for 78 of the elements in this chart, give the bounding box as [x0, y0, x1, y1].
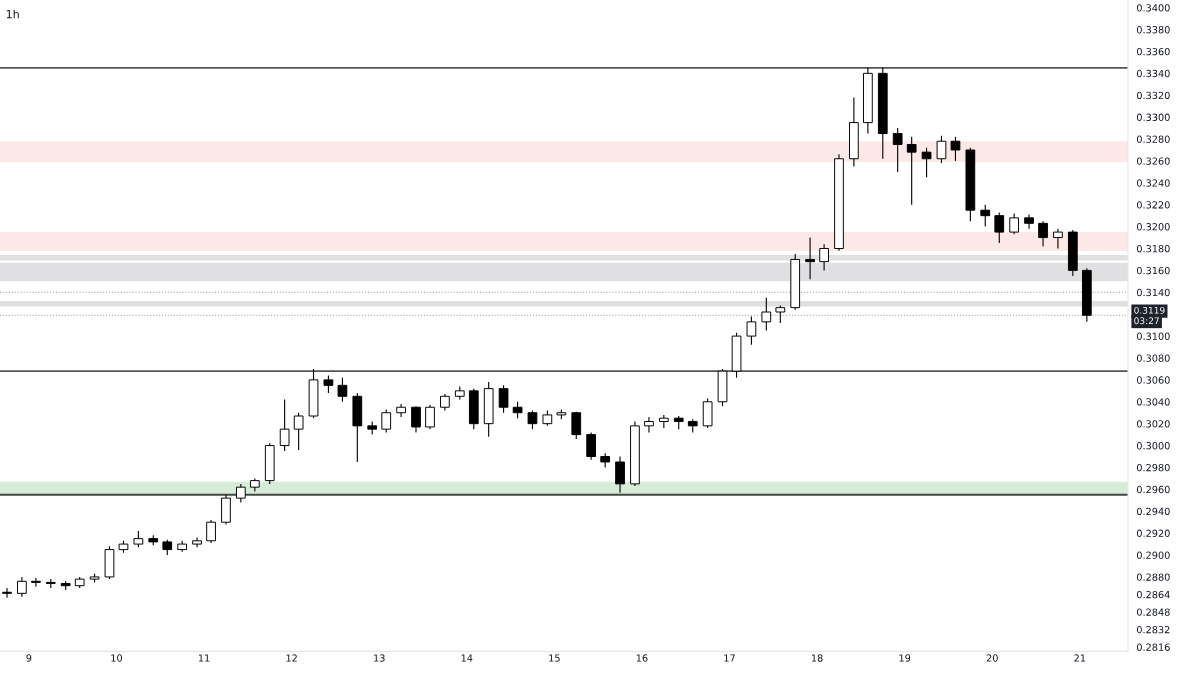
- y-tick-label: 0.2980: [1136, 463, 1170, 472]
- candlestick: [571, 411, 582, 440]
- candlestick: [644, 416, 654, 433]
- candlestick: [381, 408, 392, 433]
- candlestick: [892, 127, 903, 173]
- x-tick-label: 20: [986, 654, 998, 662]
- y-tick-label: 0.3100: [1136, 332, 1170, 340]
- candlestick: [279, 399, 290, 452]
- y-tick-label: 0.3220: [1136, 201, 1170, 209]
- x-tick-label: 19: [899, 654, 911, 662]
- candlestick: [337, 377, 348, 403]
- y-tick-label: 0.2832: [1136, 625, 1170, 634]
- candlestick: [615, 455, 625, 494]
- ref-line-label: 0.3119: [1134, 306, 1165, 314]
- y-tick-label: 0.3320: [1136, 91, 1170, 100]
- y-tick-label: 0.3380: [1136, 26, 1170, 34]
- x-tick-label: 18: [811, 654, 823, 662]
- candlestick: [921, 147, 932, 178]
- candlestick: [396, 403, 406, 418]
- x-tick-label: 13: [374, 654, 385, 662]
- y-tick-label: 0.3340: [1136, 69, 1170, 78]
- y-tick-label: 0.3060: [1136, 376, 1170, 384]
- y-tick-label: 0.3180: [1136, 244, 1170, 253]
- y-tick-label: 0.3300: [1136, 113, 1170, 121]
- y-tick-label: 0.2880: [1136, 573, 1170, 581]
- candlestick: [31, 577, 41, 588]
- candlestick: [1009, 212, 1020, 235]
- x-tick-label: 16: [636, 654, 648, 662]
- x-tick-label: 15: [549, 654, 560, 662]
- candlestick: [980, 204, 991, 228]
- text: 03:27: [1134, 317, 1159, 325]
- x-tick-label: 9: [26, 654, 32, 662]
- candlestick: [498, 384, 509, 414]
- y-tick-label: 0.3280: [1136, 135, 1170, 143]
- candlestick: [994, 211, 1005, 244]
- candlestick: [206, 519, 216, 544]
- candlestick: [805, 237, 815, 280]
- y-tick-label: 0.2940: [1136, 507, 1170, 516]
- candlestick: [586, 431, 597, 461]
- y-tick-label: 0.3020: [1136, 420, 1170, 428]
- x-tick-label: 17: [724, 654, 735, 662]
- y-tick-label: 0.3240: [1136, 179, 1170, 187]
- x-tick-label: 11: [198, 654, 210, 662]
- candlestick: [425, 404, 435, 430]
- candlestick: [746, 315, 757, 346]
- y-tick-label: 0.2816: [1136, 643, 1170, 651]
- candlestick: [906, 136, 917, 206]
- y-tick-label: 0.2848: [1136, 608, 1170, 616]
- y-tick-label: 0.3080: [1136, 354, 1170, 362]
- candlestick: [819, 243, 829, 271]
- candlestick: [936, 135, 947, 164]
- candlestick: [293, 412, 304, 451]
- candlestick: [411, 405, 421, 433]
- y-tick-label: 0.2920: [1136, 529, 1170, 537]
- candlestick: [761, 297, 772, 332]
- y-tick-label: 0.3040: [1136, 398, 1170, 406]
- candlestick: [950, 136, 961, 162]
- y-tick-label: 0.3260: [1136, 157, 1170, 165]
- y-tick-label: 0.3360: [1136, 47, 1170, 56]
- y-tick-label: 0.3000: [1136, 442, 1170, 450]
- y-tick-label: 0.3140: [1136, 288, 1170, 297]
- x-tick-label: 10: [111, 654, 123, 662]
- x-tick-label: 21: [1074, 654, 1086, 662]
- candlestick: [235, 483, 246, 504]
- y-tick-label: 0.2900: [1136, 551, 1170, 559]
- y-tick-label: 0.3160: [1136, 266, 1170, 275]
- candlestick: [2, 587, 12, 599]
- y-tick-label: 0.3400: [1136, 4, 1170, 12]
- y-tick-label: 0.2864: [1136, 590, 1170, 599]
- y-tick-label: 0.3200: [1136, 223, 1170, 231]
- candlestick: [1038, 220, 1048, 247]
- text: 1h: [6, 9, 19, 19]
- candlestick: [1053, 228, 1063, 250]
- candlestick: [527, 409, 538, 430]
- y-tick-label: 0.2960: [1136, 485, 1170, 494]
- x-tick-label: 12: [286, 654, 297, 662]
- x-tick-label: 14: [461, 654, 473, 662]
- candlestick: [17, 576, 27, 598]
